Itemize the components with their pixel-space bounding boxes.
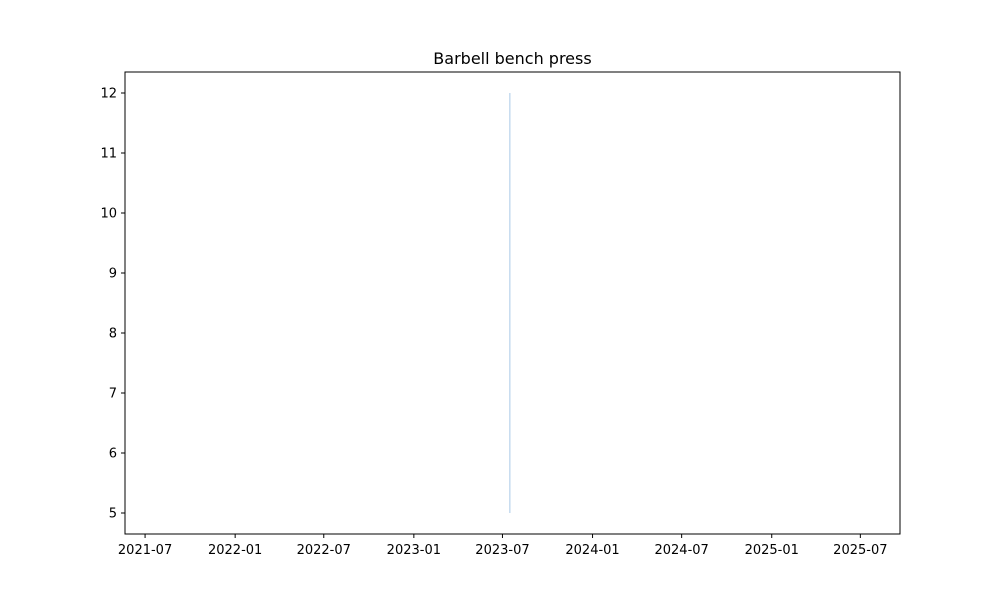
y-axis: 5 6 7 8 9 10 11 12 [100, 87, 125, 522]
x-axis: 2021-07 2022-01 2022-07 2023-01 2023-07 2024-… [118, 534, 888, 558]
x-tick-label: 2022-01 [208, 543, 262, 558]
y-tick-label: 8 [109, 327, 117, 342]
x-tick-label: 2024-07 [654, 543, 708, 558]
x-tick-label: 2025-07 [833, 543, 887, 558]
y-tick-label: 5 [109, 507, 117, 522]
y-tick-label: 6 [109, 447, 117, 462]
chart-title: Barbell bench press [433, 49, 591, 68]
x-tick-label: 2022-07 [297, 543, 351, 558]
x-tick-label: 2025-01 [745, 543, 799, 558]
y-tick-label: 9 [109, 267, 117, 282]
y-tick-label: 10 [100, 207, 117, 222]
x-tick-label: 2021-07 [118, 543, 172, 558]
y-tick-label: 7 [109, 387, 117, 402]
x-tick-label: 2024-01 [565, 543, 619, 558]
y-tick-label: 12 [100, 87, 117, 102]
y-tick-label: 11 [100, 147, 117, 162]
x-tick-label: 2023-01 [387, 543, 441, 558]
plot-area-frame [124, 71, 901, 535]
x-tick-label: 2023-07 [475, 543, 529, 558]
